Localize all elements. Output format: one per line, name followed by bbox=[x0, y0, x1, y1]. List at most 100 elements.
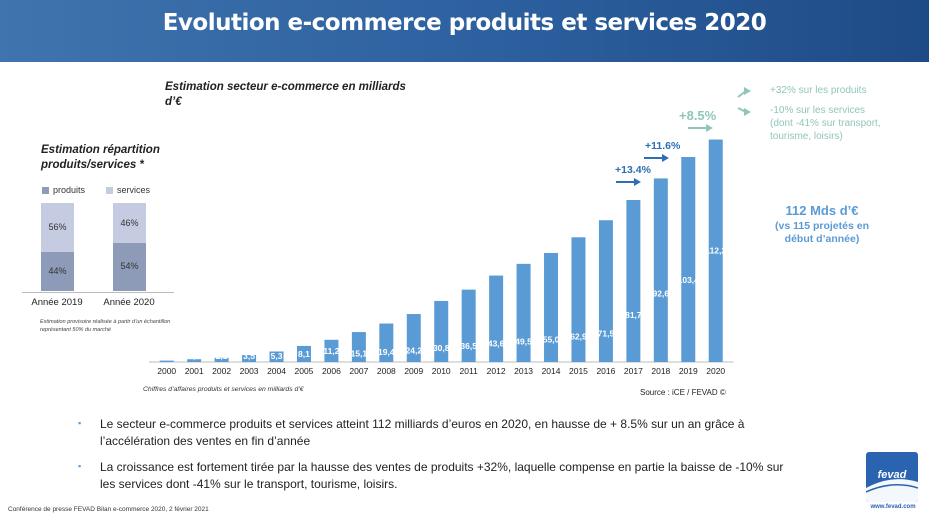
bullet-mark: ▪ bbox=[78, 461, 82, 471]
x-tick-2004: 2004 bbox=[267, 366, 286, 376]
split-seg-services-2019: 56% bbox=[41, 203, 74, 253]
data-label-2002: 2,1 bbox=[216, 351, 228, 361]
data-label-2000: 0,7 bbox=[161, 351, 173, 361]
bar-2003 bbox=[242, 355, 257, 362]
bar-2018 bbox=[653, 178, 668, 362]
data-label-2020: 112,2 bbox=[705, 246, 726, 256]
x-tick-2010: 2010 bbox=[432, 366, 451, 376]
bar-2016 bbox=[598, 220, 613, 362]
bar-2008 bbox=[379, 323, 394, 362]
data-label-2017: 81,7 bbox=[625, 310, 642, 320]
bullet-list: ▪ Le secteur e-commerce produits et serv… bbox=[74, 416, 794, 502]
data-label-2016: 71,5 bbox=[598, 328, 615, 338]
x-tick-2018: 2018 bbox=[651, 366, 670, 376]
data-label-2015: 62,9 bbox=[570, 332, 587, 342]
split-seg-produits-2019: 44% bbox=[41, 252, 74, 291]
data-label-2018: 92,6 bbox=[653, 288, 670, 298]
split-chart-note: Estimation provisoire réalisée à partir … bbox=[40, 319, 171, 333]
x-tick-2014: 2014 bbox=[542, 366, 561, 376]
x-tick-2012: 2012 bbox=[487, 366, 506, 376]
bar-2009 bbox=[406, 314, 421, 362]
bar-2006 bbox=[324, 339, 339, 362]
x-tick-2017: 2017 bbox=[624, 366, 643, 376]
note-services-2: (dont -41% sur transport, bbox=[770, 118, 881, 129]
bar-2002 bbox=[214, 357, 229, 362]
growth-2017: +13.4% bbox=[615, 164, 651, 176]
bullet-item: ▪ La croissance est fortement tirée par … bbox=[74, 459, 794, 493]
services-arrow-head bbox=[744, 108, 751, 116]
growth-arrow-2020-head bbox=[706, 124, 713, 132]
split-label-2020: Année 2020 bbox=[103, 297, 155, 308]
bar-2019 bbox=[681, 156, 696, 362]
bullet-text: La croissance est fortement tirée par la… bbox=[100, 460, 784, 491]
bar-2014 bbox=[544, 252, 559, 362]
x-tick-2008: 2008 bbox=[377, 366, 396, 376]
bar-2017 bbox=[626, 200, 641, 362]
total-sub-2: début d’année) bbox=[784, 233, 860, 245]
total-sub-1: (vs 115 projetés en bbox=[775, 220, 869, 232]
x-tick-2020: 2020 bbox=[706, 366, 725, 376]
x-tick-2000: 2000 bbox=[157, 366, 176, 376]
title-banner: Evolution e-commerce produits et service… bbox=[0, 0, 929, 62]
data-label-2010: 30,8 bbox=[433, 343, 450, 353]
bar-2012 bbox=[489, 275, 504, 362]
total-callout: 112 Mds d’€ (vs 115 projetés en début d’… bbox=[770, 202, 874, 246]
split-chart-axis bbox=[22, 292, 174, 293]
legend-produits-swatch bbox=[42, 186, 49, 194]
x-tick-2003: 2003 bbox=[240, 366, 259, 376]
split-label-2019: Année 2019 bbox=[31, 297, 83, 308]
page-title: Evolution e-commerce produits et service… bbox=[162, 10, 767, 36]
x-tick-2013: 2013 bbox=[514, 366, 533, 376]
growth-2020: +8.5% bbox=[679, 108, 717, 123]
fevad-logo: fevad bbox=[866, 452, 918, 502]
chart-footnote: Chiffres d’affaires produits et services… bbox=[143, 386, 304, 393]
logo-text: fevad bbox=[877, 469, 907, 481]
data-label-2007: 15,1 bbox=[351, 349, 368, 359]
data-label-2012: 43,6 bbox=[488, 338, 505, 348]
split-seg-produits-2020: 54% bbox=[113, 243, 146, 291]
bar-2000 bbox=[159, 360, 174, 362]
main-chart-title: Estimation secteur e-commerce en milliar… bbox=[165, 81, 406, 108]
legend-produits-label: produits bbox=[53, 185, 86, 195]
x-tick-2009: 2009 bbox=[404, 366, 423, 376]
growth-2018: +11.6% bbox=[645, 140, 681, 152]
split-bar-2020: 54% 46% bbox=[113, 203, 146, 291]
x-tick-2016: 2016 bbox=[596, 366, 615, 376]
bar-2020 bbox=[708, 139, 723, 362]
data-label-2014: 55,0 bbox=[543, 334, 560, 344]
data-label-2005: 8,1 bbox=[298, 349, 310, 359]
legend-services-label: services bbox=[117, 185, 151, 195]
data-label-2006: 11,2 bbox=[323, 346, 339, 356]
note-services-3: tourisme, loisirs) bbox=[770, 131, 843, 142]
x-tick-2005: 2005 bbox=[295, 366, 314, 376]
data-label-2003: 3,5 bbox=[243, 351, 255, 361]
produits-arrow-head bbox=[744, 87, 751, 95]
x-tick-2007: 2007 bbox=[349, 366, 368, 376]
x-tick-2011: 2011 bbox=[460, 366, 479, 376]
footer: Conférence de presse FEVAD Bilan e-comme… bbox=[8, 506, 209, 513]
data-label-2011: 36,5 bbox=[460, 341, 477, 351]
data-label-2004: 5,3 bbox=[271, 351, 283, 361]
x-tick-2015: 2015 bbox=[569, 366, 588, 376]
logo-url: www.fevad.com bbox=[870, 504, 916, 510]
x-tick-2019: 2019 bbox=[679, 366, 698, 376]
legend-services: services bbox=[106, 185, 150, 195]
bar-2004 bbox=[269, 351, 284, 362]
chart-source: Source : iCE / FEVAD © bbox=[640, 388, 726, 397]
growth-arrow-2018-head bbox=[662, 154, 669, 162]
bar-2007 bbox=[351, 332, 366, 362]
data-label-2001: 1,4 bbox=[188, 351, 200, 361]
bar-2001 bbox=[187, 359, 202, 362]
legend-produits: produits bbox=[42, 185, 85, 195]
growth-arrow-2017-head bbox=[634, 178, 641, 186]
bar-2015 bbox=[571, 237, 586, 362]
x-tick-2001: 2001 bbox=[185, 366, 204, 376]
bullet-text: Le secteur e-commerce produits et servic… bbox=[100, 417, 745, 448]
bar-2010 bbox=[434, 300, 449, 362]
bullet-mark: ▪ bbox=[78, 418, 82, 428]
data-label-2019: 103,4 bbox=[678, 275, 700, 285]
total-main: 112 Mds d’€ bbox=[785, 203, 859, 218]
x-tick-2002: 2002 bbox=[212, 366, 231, 376]
data-label-2008: 19,4 bbox=[378, 347, 395, 357]
